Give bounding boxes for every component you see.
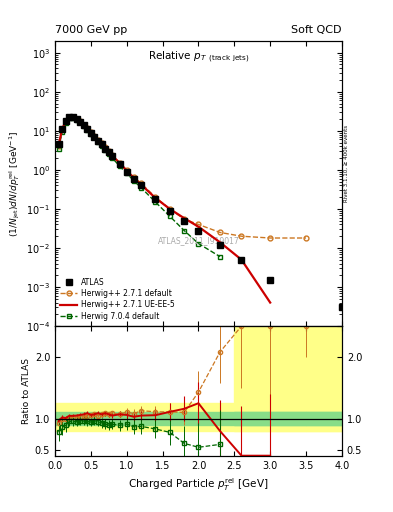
Text: 7000 GeV pp: 7000 GeV pp	[55, 25, 127, 35]
Bar	[55, 403, 342, 431]
Y-axis label: $(1/N_\mathrm{jet})dN/dp_T^\mathrm{rel}\ [\mathrm{GeV}^{-1}]$: $(1/N_\mathrm{jet})dN/dp_T^\mathrm{rel}\…	[7, 131, 22, 237]
X-axis label: Charged Particle $p_T^\mathrm{rel}$ [GeV]: Charged Particle $p_T^\mathrm{rel}$ [GeV…	[128, 476, 269, 493]
Bar	[270, 326, 306, 431]
Y-axis label: Ratio to ATLAS: Ratio to ATLAS	[22, 358, 31, 424]
Bar	[55, 413, 342, 425]
Bar	[270, 413, 306, 425]
Bar	[234, 413, 270, 425]
Bar	[306, 413, 342, 425]
Text: Soft QCD: Soft QCD	[292, 25, 342, 35]
Bar	[234, 326, 270, 431]
Text: Relative $p_T$ $_{(\mathrm{track\ jets})}$: Relative $p_T$ $_{(\mathrm{track\ jets})…	[148, 50, 249, 65]
Text: Rivet 3.1.10, ≥ 400k events: Rivet 3.1.10, ≥ 400k events	[344, 125, 349, 202]
Text: ATLAS_2011_I919017: ATLAS_2011_I919017	[158, 236, 239, 245]
Legend: ATLAS, Herwig++ 2.7.1 default, Herwig++ 2.7.1 UE-EE-5, Herwig 7.0.4 default: ATLAS, Herwig++ 2.7.1 default, Herwig++ …	[57, 275, 178, 324]
Bar	[306, 326, 342, 431]
